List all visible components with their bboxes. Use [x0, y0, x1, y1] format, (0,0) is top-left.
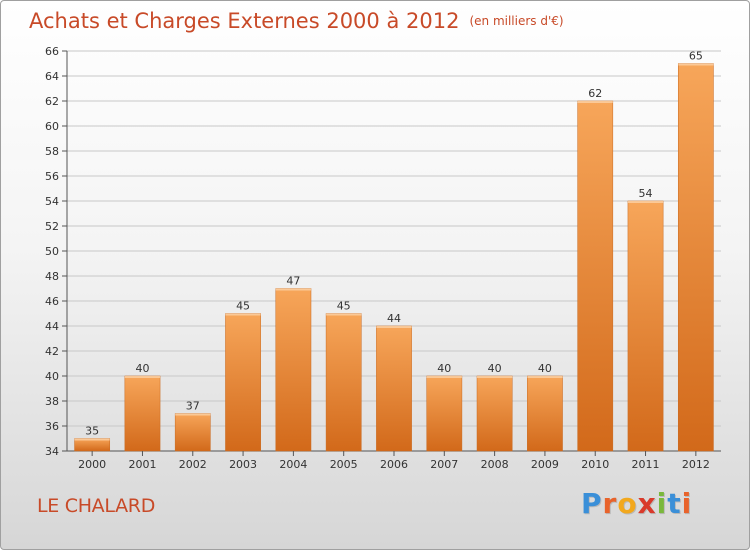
x-tick-label: 2006 — [380, 458, 408, 471]
y-tick-label: 40 — [45, 370, 59, 383]
y-tick-labels: 34 36 38 40 42 44 46 48 50 52 54 56 58 60 62 64 66 — [45, 45, 59, 458]
x-tick-labels: 2000 2001 2002 2003 2004 2005 2006 2007 2008 2009… — [78, 451, 710, 471]
chart-subtitle: (en milliers d'€) — [469, 14, 564, 28]
x-tick-label: 2005 — [330, 458, 358, 471]
data-label: 47 — [286, 275, 300, 288]
bar-2004 — [275, 288, 312, 452]
y-tick-label: 56 — [45, 170, 59, 183]
x-tick-label: 2011 — [632, 458, 660, 471]
logo-letter: x — [637, 487, 657, 520]
x-tick-label: 2012 — [682, 458, 710, 471]
bar-highlight — [175, 413, 211, 416]
x-tick-label: 2003 — [229, 458, 257, 471]
bar-2003 — [225, 313, 261, 452]
bar-highlight — [527, 376, 563, 378]
bar-highlight — [225, 313, 261, 316]
y-tick-label: 38 — [45, 395, 59, 408]
logo-letter: P — [581, 487, 603, 520]
y-tick-label: 44 — [45, 320, 59, 333]
data-label: 40 — [437, 362, 451, 375]
bar-2006 — [376, 325, 412, 452]
x-tick-label: 2009 — [531, 458, 559, 471]
x-tick-label: 2007 — [430, 458, 458, 471]
x-tick-label: 2008 — [481, 458, 509, 471]
y-tick-label: 46 — [45, 295, 59, 308]
chart-title: Achats et Charges Externes 2000 à 2012 (e… — [29, 9, 564, 33]
logo-letter: o — [617, 487, 638, 520]
bar-highlight — [326, 313, 362, 316]
logo-letter: i — [656, 487, 668, 520]
y-tick-label: 58 — [45, 145, 59, 158]
commune-name: LE CHALARD — [37, 495, 156, 517]
bars — [74, 63, 714, 452]
bar-2012 — [677, 63, 714, 452]
y-tick-label: 42 — [45, 345, 59, 358]
bar-highlight — [678, 63, 714, 66]
bar-2007 — [426, 375, 463, 452]
data-label: 45 — [236, 300, 250, 313]
logo-letter: r — [602, 487, 618, 520]
data-label: 62 — [588, 87, 602, 100]
proxiti-logo: Proxiti — [581, 487, 692, 520]
bar-highlight — [426, 376, 462, 378]
x-tick-label: 2010 — [581, 458, 609, 471]
bar-highlight — [275, 288, 311, 291]
y-tick-label: 48 — [45, 270, 59, 283]
y-tick-label: 50 — [45, 245, 59, 258]
bar-highlight — [376, 326, 412, 328]
bar-2002 — [174, 413, 211, 452]
y-tick-label: 54 — [45, 195, 59, 208]
y-tick-label: 66 — [45, 45, 59, 58]
data-label: 40 — [488, 362, 502, 375]
bar-2011 — [627, 200, 664, 452]
bar-highlight — [74, 438, 110, 441]
y-tick-label: 64 — [45, 70, 59, 83]
logo-letter: t — [667, 487, 682, 520]
logo-letter: i — [681, 487, 693, 520]
bar-2008 — [476, 375, 513, 452]
data-label: 65 — [689, 50, 703, 63]
bar-highlight — [124, 376, 161, 378]
data-label: 40 — [135, 362, 149, 375]
bar-2005 — [325, 313, 362, 452]
y-tick-label: 60 — [45, 120, 59, 133]
data-label: 35 — [85, 425, 99, 438]
bar-highlight — [477, 376, 513, 378]
x-tick-label: 2001 — [128, 458, 156, 471]
x-tick-label: 2004 — [279, 458, 307, 471]
data-label: 54 — [639, 187, 653, 200]
bar-highlight — [627, 201, 664, 203]
x-tick-label: 2000 — [78, 458, 106, 471]
bar-2009 — [527, 375, 563, 452]
y-tick-label: 36 — [45, 420, 59, 433]
y-tick-label: 52 — [45, 220, 59, 233]
bar-2001 — [124, 375, 161, 452]
y-tick-label: 62 — [45, 95, 59, 108]
data-label: 45 — [337, 300, 351, 313]
data-labels: 35 40 37 45 47 45 44 40 40 40 62 54 65 — [85, 50, 703, 438]
title-text: Achats et Charges Externes 2000 à 2012 — [29, 9, 460, 33]
data-label: 44 — [387, 312, 401, 325]
x-tick-label: 2002 — [179, 458, 207, 471]
data-label: 40 — [538, 362, 552, 375]
bar-highlight — [577, 101, 613, 103]
data-label: 37 — [186, 400, 200, 413]
y-tick-label: 34 — [45, 445, 59, 458]
bar-2010 — [577, 100, 614, 452]
